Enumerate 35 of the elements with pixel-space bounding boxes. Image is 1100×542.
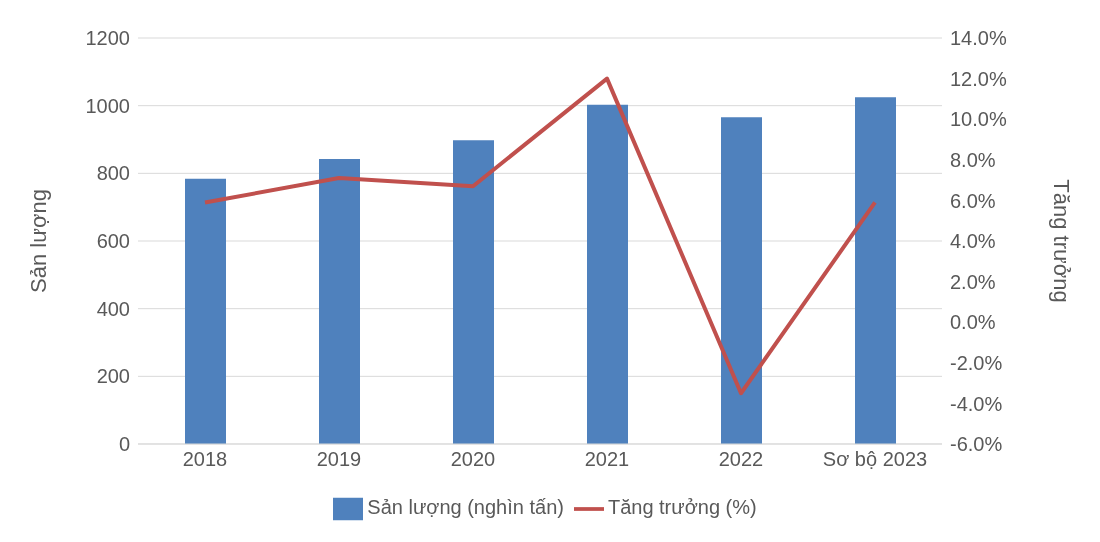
x-tick-label: 2019	[316, 448, 362, 471]
x-tick-label: Sơ bộ 2023	[822, 448, 928, 471]
x-tick-label: 2021	[584, 448, 630, 471]
x-tick-label: 2020	[450, 448, 496, 471]
y-tick-label: 600	[96, 230, 130, 253]
y2-tick-label: 8.0%	[950, 148, 996, 171]
x-tick-label: 2022	[718, 448, 764, 471]
bar	[453, 140, 494, 444]
bar	[319, 159, 360, 444]
y2-tick-label: -6.0%	[950, 433, 1003, 456]
y2-tick-label: -4.0%	[950, 392, 1003, 415]
legend-label: Sản lượng (nghìn tấn)	[367, 496, 564, 519]
y-tick-label: 200	[96, 365, 130, 388]
y2-axis-title: Tăng trưởng	[1049, 179, 1075, 303]
bar	[855, 97, 896, 444]
y2-tick-label: 6.0%	[950, 189, 996, 212]
y2-tick-label: 12.0%	[950, 67, 1007, 90]
y2-tick-label: 14.0%	[950, 27, 1007, 50]
y-tick-label: 1000	[85, 94, 130, 117]
y-tick-label: 1200	[85, 27, 130, 50]
y-tick-label: 400	[96, 297, 130, 320]
legend-label: Tăng trưởng (%)	[607, 496, 757, 519]
bar	[185, 178, 226, 444]
x-tick-label: 2018	[182, 448, 228, 471]
y2-tick-label: 4.0%	[950, 230, 996, 253]
line-series	[203, 76, 877, 396]
bar	[721, 117, 762, 444]
y-tick-label: 0	[118, 433, 130, 456]
y-axis-title: Sản lượng	[25, 189, 51, 293]
bar	[587, 104, 628, 444]
y2-tick-label: 0.0%	[950, 311, 996, 334]
y2-tick-label: 2.0%	[950, 270, 996, 293]
y2-tick-label: -2.0%	[950, 351, 1003, 374]
y-tick-label: 800	[96, 162, 130, 185]
y2-tick-label: 10.0%	[950, 108, 1007, 131]
